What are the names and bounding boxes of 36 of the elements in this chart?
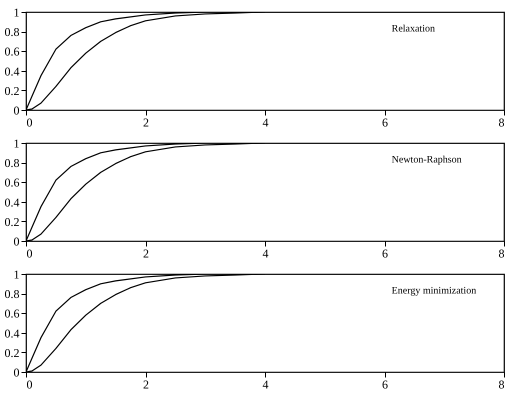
y-tick-label: 1 (14, 6, 20, 20)
x-tick-label: 4 (262, 116, 268, 130)
x-tick-label: 8 (498, 116, 504, 130)
y-tick-label: 0.4 (4, 326, 20, 340)
y-tick-label: 0 (14, 366, 20, 380)
y-tick-label: 0.4 (4, 64, 20, 78)
x-tick-label: 2 (143, 378, 149, 392)
x-tick-label: 0 (26, 246, 32, 260)
y-tick-label: 0.8 (4, 156, 20, 170)
x-tick-label: 6 (382, 378, 388, 392)
annotation: Newton-Raphson (392, 154, 462, 166)
y-tick-label: 0.4 (4, 195, 20, 210)
y-tick-label: 0.2 (4, 84, 20, 98)
y-tick-label: 0.6 (4, 306, 20, 321)
x-tick-label: 8 (498, 378, 504, 392)
x-tick-label: 8 (498, 246, 504, 260)
y-tick-label: 0.2 (4, 346, 20, 360)
y-tick-label: 0.2 (4, 214, 20, 229)
x-tick-label: 0 (26, 378, 32, 392)
y-tick-label: 1 (14, 136, 20, 150)
y-tick-label: 0.8 (4, 25, 20, 40)
x-tick-label: 2 (143, 246, 149, 260)
y-tick-label: 0.6 (4, 44, 20, 59)
y-tick-label: 1 (14, 268, 20, 282)
x-tick-label: 6 (382, 246, 388, 260)
x-tick-label: 2 (143, 116, 149, 130)
x-tick-label: 4 (262, 378, 268, 392)
x-tick-label: 0 (26, 116, 32, 130)
y-tick-label: 0.6 (4, 176, 20, 190)
annotation: Energy minimization (392, 286, 476, 297)
y-tick-label: 0 (14, 234, 20, 248)
x-tick-label: 4 (262, 246, 268, 260)
y-tick-label: 0 (14, 104, 20, 118)
x-tick-label: 6 (382, 116, 388, 130)
y-tick-label: 0.8 (4, 287, 20, 302)
annotation: Relaxation (392, 24, 435, 35)
